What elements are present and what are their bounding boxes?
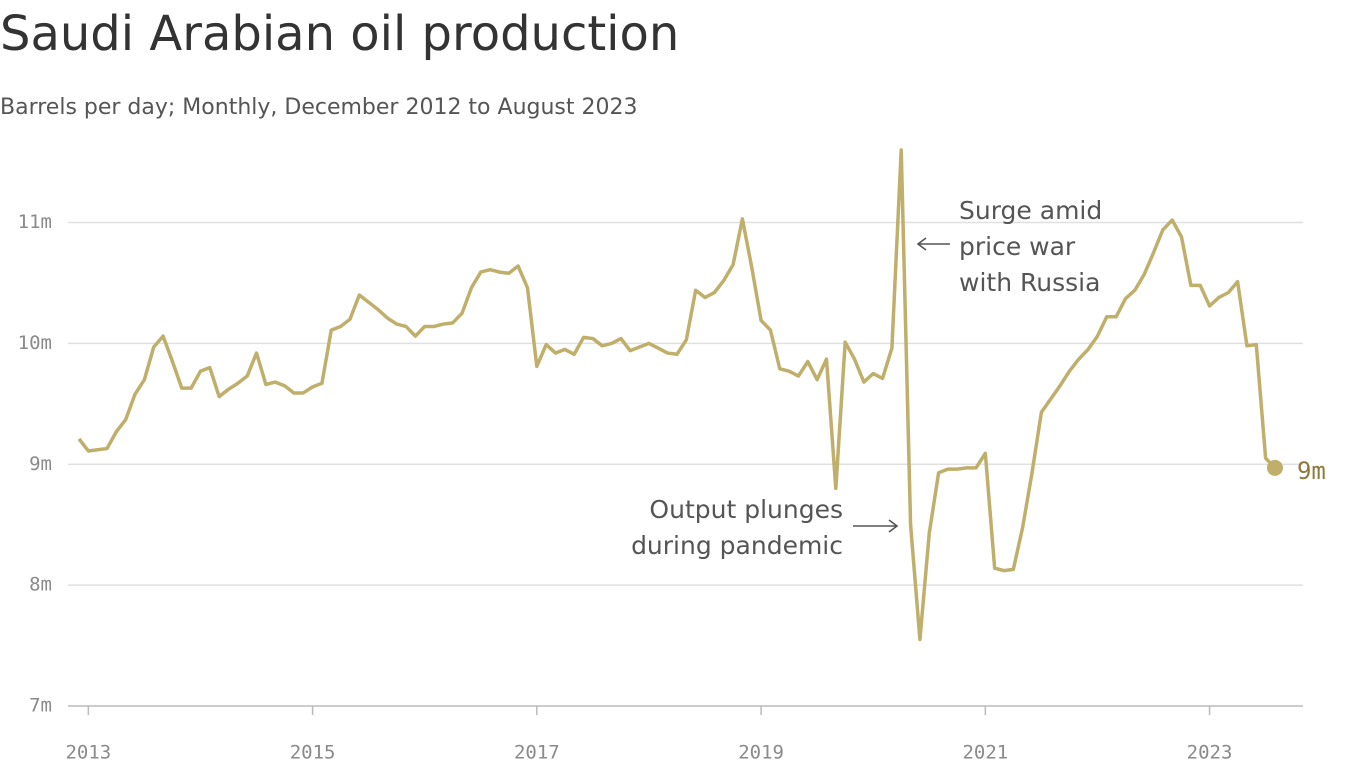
end-point [1266, 459, 1283, 476]
annotation: price war [959, 232, 1076, 261]
annotation: Surge amid [959, 196, 1102, 225]
chart-title: Saudi Arabian oil production [0, 6, 679, 62]
end-label: 9m [1297, 457, 1326, 485]
y-tick-label: 8m [29, 574, 52, 596]
x-tick-label: 2019 [738, 742, 784, 764]
y-tick-label: 11m [18, 211, 52, 233]
x-tick-label: 2021 [962, 742, 1008, 764]
annotation-arrow [853, 519, 899, 533]
x-tick-label: 2015 [290, 742, 336, 764]
x-tick-label: 2013 [65, 742, 111, 764]
y-tick-label: 10m [18, 332, 52, 354]
annotation: Output plunges [649, 495, 843, 524]
y-tick-label: 7m [29, 695, 52, 717]
chart-subtitle: Barrels per day; Monthly, December 2012 … [0, 95, 637, 120]
annotation-arrow [916, 237, 950, 251]
x-tick-label: 2017 [514, 742, 560, 764]
y-tick-label: 9m [29, 453, 52, 475]
annotation: with Russia [959, 268, 1100, 297]
data-line [77, 148, 1277, 642]
x-tick-label: 2023 [1187, 742, 1233, 764]
annotation: during pandemic [631, 531, 843, 560]
